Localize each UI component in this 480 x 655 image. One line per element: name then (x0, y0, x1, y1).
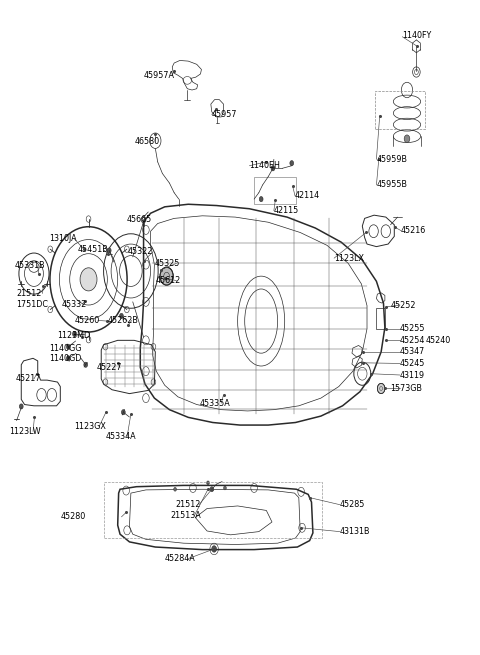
Text: 42115: 42115 (274, 206, 299, 215)
Text: 1751DC: 1751DC (16, 300, 48, 309)
Text: 43119: 43119 (400, 371, 425, 379)
Circle shape (72, 331, 76, 337)
Text: 1310JA: 1310JA (49, 234, 77, 244)
Circle shape (80, 268, 97, 291)
Text: 1140GD: 1140GD (49, 354, 82, 364)
Text: 45322: 45322 (128, 247, 154, 256)
Circle shape (19, 404, 23, 409)
Circle shape (121, 409, 125, 415)
Circle shape (259, 196, 263, 202)
Text: 1123LX: 1123LX (334, 253, 364, 263)
Bar (254, 178, 297, 204)
Text: 45955B: 45955B (376, 181, 408, 189)
Text: 45280: 45280 (60, 512, 85, 521)
Text: 45347: 45347 (400, 347, 425, 356)
Circle shape (290, 160, 294, 166)
Text: 45332: 45332 (61, 300, 86, 309)
Text: 45260: 45260 (74, 316, 100, 325)
Text: 45957: 45957 (212, 110, 237, 119)
Circle shape (84, 362, 87, 367)
Text: 45959B: 45959B (376, 155, 408, 164)
Circle shape (120, 313, 123, 318)
Text: 45612: 45612 (156, 276, 180, 285)
Circle shape (224, 486, 227, 490)
Text: 45217: 45217 (15, 375, 40, 383)
Text: 45245: 45245 (400, 359, 425, 368)
Text: 45335A: 45335A (200, 399, 231, 408)
Circle shape (271, 166, 275, 171)
Circle shape (206, 481, 209, 485)
Circle shape (108, 248, 111, 253)
Text: 1123MD: 1123MD (58, 331, 91, 340)
Text: 42114: 42114 (295, 191, 320, 200)
Circle shape (66, 356, 70, 361)
Text: 1140EH: 1140EH (250, 161, 280, 170)
Circle shape (160, 267, 173, 285)
Text: 45957A: 45957A (144, 71, 175, 80)
Text: 1573GB: 1573GB (391, 384, 422, 393)
Text: 21513A: 21513A (170, 511, 201, 520)
Text: 43131B: 43131B (340, 527, 370, 536)
Text: 45240: 45240 (426, 336, 451, 345)
Text: 45254: 45254 (400, 336, 425, 345)
Text: 45252: 45252 (391, 301, 416, 310)
Text: 46580: 46580 (134, 137, 160, 146)
Text: 21512: 21512 (175, 500, 201, 509)
Text: 1123GX: 1123GX (74, 422, 106, 432)
Text: 45334A: 45334A (106, 432, 137, 441)
Text: 45451B: 45451B (78, 246, 108, 254)
Text: 45255: 45255 (400, 324, 425, 333)
Circle shape (66, 344, 70, 349)
Text: 45262B: 45262B (108, 316, 138, 325)
Circle shape (377, 383, 385, 394)
Circle shape (174, 487, 177, 491)
Circle shape (212, 546, 216, 552)
Text: 45331B: 45331B (14, 261, 45, 271)
Text: 45325: 45325 (155, 259, 180, 268)
Text: 1123LW: 1123LW (10, 427, 41, 436)
Circle shape (210, 487, 214, 492)
Text: 45285: 45285 (340, 500, 365, 509)
Circle shape (404, 135, 410, 143)
Text: 21512: 21512 (16, 289, 41, 298)
Text: 45227: 45227 (96, 364, 122, 373)
Text: 45284A: 45284A (165, 554, 195, 563)
Text: 1140FY: 1140FY (402, 31, 432, 40)
Text: 45216: 45216 (401, 226, 426, 235)
Text: 1140GG: 1140GG (49, 343, 82, 352)
Text: 45665: 45665 (127, 215, 152, 224)
